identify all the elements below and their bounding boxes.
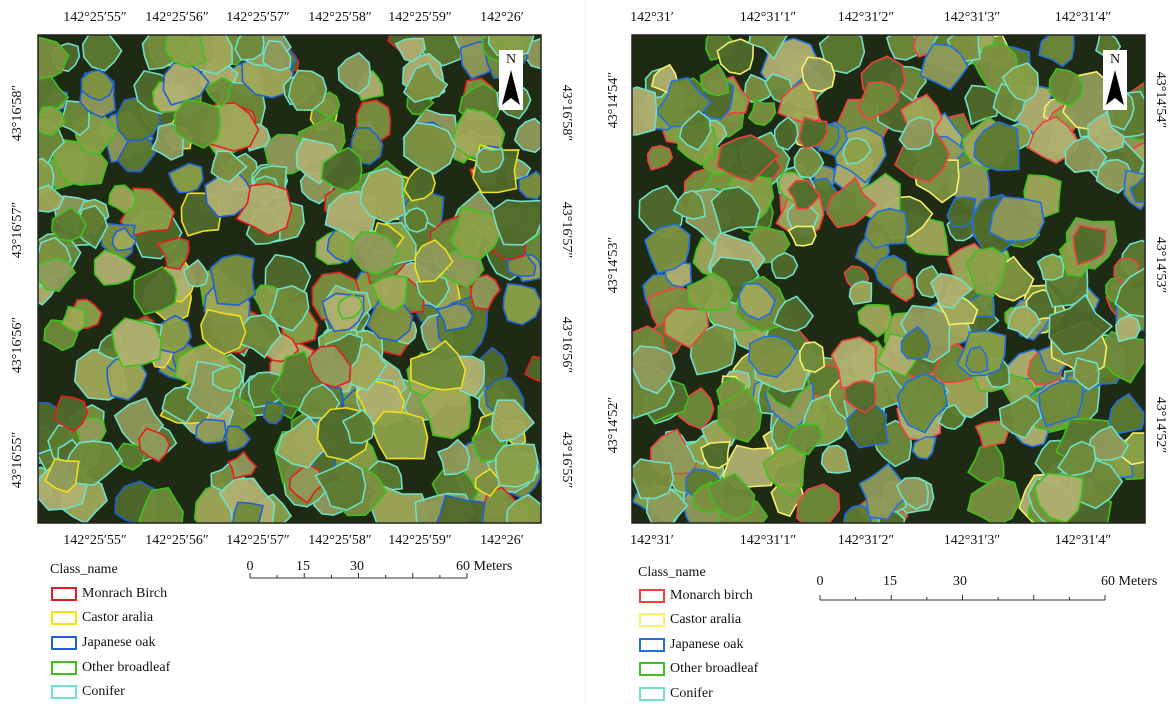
scale-label: 0 [247, 559, 254, 574]
legend-swatch [52, 612, 76, 624]
longitude-label: 142°25′56″ [145, 533, 209, 548]
latitude-label: 43°14′52″ [606, 397, 621, 454]
imagery [611, 9, 1167, 541]
scale-label: 15 [296, 559, 310, 574]
crown [235, 27, 264, 60]
legend-swatch [640, 688, 664, 700]
north-label: N [1110, 52, 1120, 67]
crown [800, 342, 824, 372]
figure: N 142°25′55″ 142°25′56″ 142°25′57″ 142°25′58… [0, 0, 1172, 704]
latitude-label: 43°16′55″ [10, 432, 25, 489]
legend-title: Class_name [638, 565, 706, 580]
legend-label: Monrach Birch [82, 586, 167, 601]
legend-label: Castor aralia [670, 612, 742, 627]
legend-label: Other broadleaf [82, 660, 171, 675]
longitude-label: 142°31′1″ [740, 10, 797, 25]
longitude-label: 142°25′55″ [63, 10, 127, 25]
scale-label: 60 Meters [456, 559, 512, 574]
legend-label: Conifer [670, 686, 713, 701]
latitude-label: 43°16′55″ [559, 432, 574, 489]
legend-swatch [640, 614, 664, 626]
longitude-label: 142°25′59″ [388, 533, 452, 548]
legend-swatch [640, 639, 664, 651]
longitude-label: 142°26′ [480, 10, 524, 25]
legend-label: Castor aralia [82, 610, 154, 625]
scale-label: 30 [350, 559, 364, 574]
latitude-label: 43°14′54″ [1153, 72, 1168, 129]
map: N [611, 9, 1167, 541]
longitude-label: 142°25′58″ [308, 10, 372, 25]
longitude-label: 142°26′ [480, 533, 524, 548]
legend-swatch [52, 588, 76, 600]
latitude-label: 43°16′56″ [10, 317, 25, 374]
crown [112, 318, 161, 367]
latitude-label: 43°14′53″ [606, 237, 621, 294]
legend-swatch [52, 662, 76, 674]
scale-label: 0 [817, 574, 824, 589]
crown [405, 208, 428, 232]
crown [196, 419, 226, 443]
longitude-label: 142°31′ [630, 10, 674, 25]
latitude-label: 43°16′57″ [559, 202, 574, 259]
legend-swatch [52, 686, 76, 698]
longitude-label: 142°31′2″ [838, 533, 895, 548]
legend-label: Japanese oak [82, 635, 155, 650]
latitude-label: 43°14′54″ [606, 72, 621, 129]
latitude-label: 43°16′58″ [559, 85, 574, 142]
longitude-label: 142°25′58″ [308, 533, 372, 548]
north-label: N [506, 52, 516, 67]
longitude-label: 142°31′1″ [740, 533, 797, 548]
legend-label: Other broadleaf [670, 661, 759, 676]
imagery [15, 7, 562, 547]
legend-label: Japanese oak [670, 637, 743, 652]
crown [802, 57, 835, 91]
latitude-label: 43°16′57″ [10, 202, 25, 259]
longitude-label: 142°31′3″ [944, 10, 1001, 25]
legend-label: Monarch birch [670, 588, 753, 603]
crown [211, 255, 256, 306]
latitude-label: 43°14′52″ [1153, 397, 1168, 454]
longitude-label: 142°31′4″ [1055, 533, 1112, 548]
legend-swatch [52, 637, 76, 649]
longitude-label: 142°25′59″ [388, 10, 452, 25]
scale-label: 15 [883, 574, 897, 589]
longitude-label: 142°25′55″ [63, 533, 127, 548]
longitude-label: 142°25′57″ [226, 10, 290, 25]
scale-label: 60 Meters [1101, 574, 1157, 589]
longitude-label: 142°31′3″ [944, 533, 1001, 548]
longitude-label: 142°25′57″ [226, 533, 290, 548]
latitude-label: 43°14′53″ [1153, 237, 1168, 294]
legend-swatch [640, 590, 664, 602]
map: N [15, 7, 562, 547]
crown [1116, 316, 1140, 342]
longitude-label: 142°31′2″ [838, 10, 895, 25]
legend-title: Class_name [50, 562, 118, 577]
latitude-label: 43°16′56″ [559, 317, 574, 374]
longitude-label: 142°25′56″ [145, 10, 209, 25]
crown [496, 444, 538, 487]
latitude-label: 43°16′58″ [10, 85, 25, 142]
legend-label: Conifer [82, 684, 125, 699]
legend-swatch [640, 663, 664, 675]
crown [233, 502, 263, 533]
scale-label: 30 [953, 574, 967, 589]
longitude-label: 142°31′4″ [1055, 10, 1112, 25]
longitude-label: 142°31′ [630, 533, 674, 548]
